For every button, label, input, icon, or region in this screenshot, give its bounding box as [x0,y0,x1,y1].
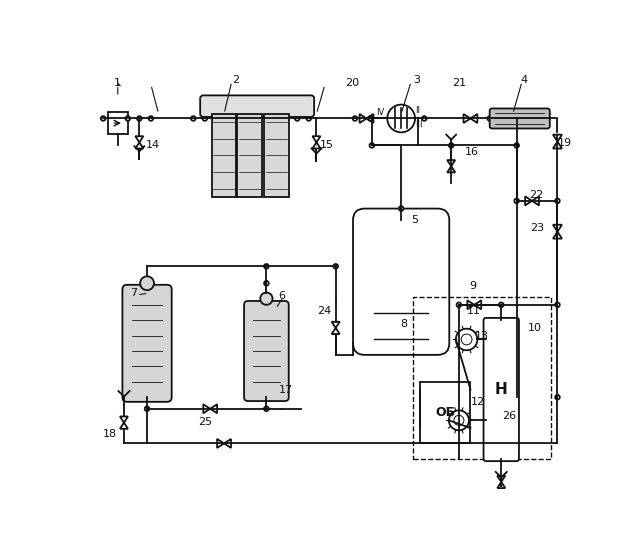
Bar [237,114,262,197]
Circle shape [545,116,550,121]
FancyBboxPatch shape [244,301,289,401]
Circle shape [555,395,560,399]
Circle shape [387,105,415,132]
Text: 16: 16 [465,147,479,158]
Circle shape [555,302,560,307]
Circle shape [140,277,154,290]
Circle shape [264,264,269,269]
Circle shape [260,293,273,305]
Circle shape [295,116,300,121]
Text: IV: IV [376,108,385,117]
FancyBboxPatch shape [484,318,519,461]
Circle shape [353,116,357,121]
Text: III: III [415,120,422,129]
Bar [264,114,289,197]
Text: 11: 11 [467,306,481,316]
Text: ОБ: ОБ [435,406,456,419]
Circle shape [515,143,519,148]
Circle shape [499,302,504,307]
Circle shape [526,116,531,121]
Bar [420,382,470,444]
FancyBboxPatch shape [200,95,314,117]
Text: 20: 20 [346,78,360,88]
Text: 6: 6 [278,290,285,301]
Text: 3: 3 [413,75,420,85]
Circle shape [125,116,130,121]
Text: 25: 25 [198,417,212,427]
Text: 5: 5 [411,215,418,225]
Text: II: II [415,106,420,115]
Circle shape [148,116,153,121]
Circle shape [307,116,311,121]
Text: Н: Н [495,382,508,397]
Circle shape [515,116,519,121]
Circle shape [456,329,477,350]
FancyBboxPatch shape [490,109,550,128]
Text: 22: 22 [529,191,543,201]
Text: 7: 7 [131,288,138,298]
Bar [212,114,236,197]
Circle shape [555,198,560,203]
Circle shape [410,116,415,121]
Text: 17: 17 [278,385,292,395]
Text: 13: 13 [475,331,489,341]
Text: 8: 8 [400,319,407,329]
Text: 26: 26 [502,412,516,422]
Text: 12: 12 [471,397,485,407]
FancyBboxPatch shape [122,285,172,402]
Circle shape [191,116,196,121]
Text: 14: 14 [145,141,159,150]
Circle shape [488,116,492,121]
Circle shape [264,407,269,411]
Text: 21: 21 [452,78,466,88]
Text: 19: 19 [558,138,572,148]
Text: 15: 15 [319,141,333,150]
Circle shape [449,143,454,148]
Circle shape [101,116,106,121]
Circle shape [399,206,403,211]
Text: 4: 4 [521,75,528,85]
Bar [413,297,551,459]
Text: 10: 10 [527,323,541,333]
Circle shape [515,198,519,203]
Circle shape [449,410,469,430]
Circle shape [333,264,338,269]
Text: 18: 18 [103,429,117,439]
Circle shape [422,116,427,121]
Text: 9: 9 [469,280,476,290]
Circle shape [264,281,269,285]
Text: 23: 23 [531,223,545,233]
Circle shape [137,116,141,121]
Circle shape [456,302,461,307]
Circle shape [369,143,374,148]
Text: 2: 2 [232,75,239,85]
Bar [108,112,128,134]
Text: 24: 24 [317,306,332,316]
Circle shape [368,116,372,121]
Text: 1: 1 [115,78,122,88]
Circle shape [145,407,149,411]
Circle shape [202,116,207,121]
FancyBboxPatch shape [353,209,449,355]
